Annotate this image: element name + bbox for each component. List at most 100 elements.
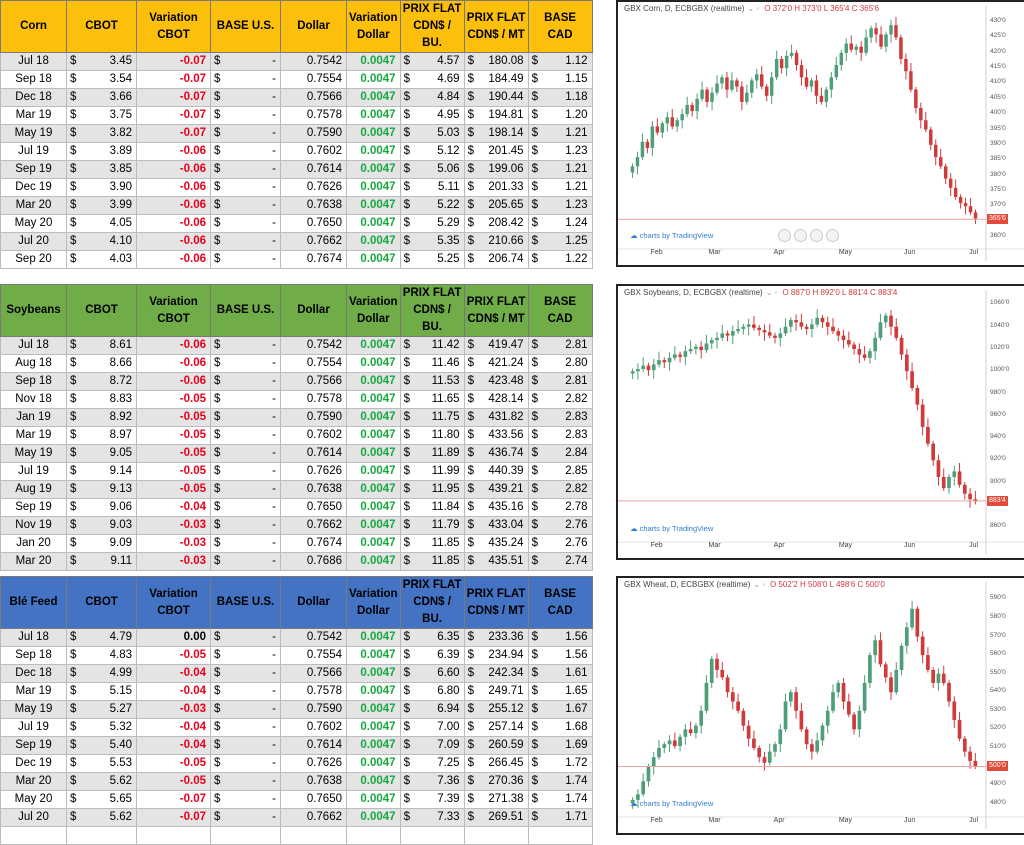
prix-flat-mt: 233.36 bbox=[482, 628, 529, 647]
price-tick-label: 530'0 bbox=[990, 705, 1006, 713]
base-cad-currency: $ bbox=[527, 232, 547, 251]
prix-flat-mt: 201.33 bbox=[482, 178, 529, 197]
cbot-currency: $ bbox=[66, 250, 85, 269]
base-cad-currency bbox=[527, 826, 547, 845]
price-tick-label: 1000'0 bbox=[990, 366, 1010, 374]
base-us-currency: $ bbox=[210, 552, 229, 571]
chart-menu-icon[interactable]: ⌄ ◦ bbox=[753, 580, 766, 589]
base-us-value: - bbox=[228, 480, 281, 499]
prix-flat-mt: 440.39 bbox=[482, 462, 529, 481]
prix-bu-currency: $ bbox=[399, 354, 419, 373]
base-cad-currency: $ bbox=[527, 516, 547, 535]
zoom-out-button[interactable] bbox=[778, 229, 791, 242]
prix-flat-mt: 266.45 bbox=[482, 754, 529, 773]
chart-menu-icon[interactable]: ⌄ ◦ bbox=[747, 4, 760, 13]
base-cad: 2.83 bbox=[546, 426, 593, 445]
prix-flat-bu: 4.57 bbox=[418, 52, 465, 71]
cbot-currency: $ bbox=[66, 498, 85, 517]
variation-dollar: 0.0047 bbox=[346, 142, 401, 161]
cbot-price bbox=[84, 826, 137, 845]
variation-dollar: 0.0047 bbox=[346, 124, 401, 143]
base-us-value: - bbox=[228, 718, 281, 737]
prix-bu-currency: $ bbox=[399, 498, 419, 517]
prix-mt-currency: $ bbox=[463, 754, 483, 773]
soybeans-price-chart[interactable]: GBX Soybeans, D, ECBGBX (realtime) ⌄ ◦ O 8… bbox=[616, 284, 1024, 560]
prix-bu-currency: $ bbox=[399, 772, 419, 791]
dollar-rate: 0.7578 bbox=[280, 390, 347, 409]
dollar-header: Dollar bbox=[280, 576, 347, 629]
candle bbox=[788, 689, 793, 707]
base-cad: 2.81 bbox=[546, 336, 593, 355]
base-cad: 1.71 bbox=[546, 808, 593, 827]
last-price-tag: 500'0 bbox=[987, 761, 1008, 772]
candle bbox=[760, 66, 764, 90]
candle bbox=[645, 139, 650, 154]
candle bbox=[862, 346, 867, 361]
prix-flat-bu: 11.79 bbox=[418, 516, 465, 535]
table-row: Dec 18 $3.66 -0.07 $ -0.7566 0.0047 $4.84 $190.… bbox=[0, 88, 593, 107]
candle bbox=[878, 313, 883, 341]
reset-button[interactable] bbox=[810, 229, 823, 242]
contract-month: Jul 18 bbox=[0, 336, 67, 355]
table-row: Jan 20 $9.09 -0.03 $ -0.7674 0.0047 $11.85 $435… bbox=[0, 534, 593, 553]
prix-flat-mt: 435.24 bbox=[482, 534, 529, 553]
prix-bu-currency: $ bbox=[399, 178, 419, 197]
wheat-price-chart[interactable]: GBX Wheat, D, ECBGBX (realtime) ⌄ ◦ O 502'… bbox=[616, 576, 1024, 835]
prix-flat-mt: 433.04 bbox=[482, 516, 529, 535]
prix-flat-bu: 5.06 bbox=[418, 160, 465, 179]
candle bbox=[750, 77, 754, 99]
price-tick-label: 490'0 bbox=[990, 780, 1006, 788]
zoom-in-button[interactable] bbox=[794, 229, 807, 242]
candle bbox=[665, 111, 670, 132]
time-tick-label: Jul bbox=[969, 817, 979, 824]
candle bbox=[904, 348, 909, 380]
chart-title: GBX Corn, D, ECBGBX (realtime) ⌄ ◦ O 372'0… bbox=[624, 4, 879, 13]
base-cad-currency: $ bbox=[527, 336, 547, 355]
variation-cbot: -0.04 bbox=[136, 682, 211, 701]
cbot-price: 4.99 bbox=[84, 664, 137, 683]
candle bbox=[804, 69, 809, 90]
candle bbox=[730, 72, 734, 93]
prix-mt-currency: $ bbox=[463, 160, 483, 179]
prix-bu-currency: $ bbox=[399, 214, 419, 233]
prix-mt-currency: $ bbox=[463, 196, 483, 215]
chart-menu-icon[interactable]: ⌄ ◦ bbox=[765, 288, 778, 297]
candle bbox=[694, 722, 698, 739]
time-tick-label: Jul bbox=[969, 542, 979, 549]
prix-flat-bu: 5.12 bbox=[418, 142, 465, 161]
base-us-value: - bbox=[228, 142, 281, 161]
table-row: Mar 19 $5.15 -0.04 $ -0.7578 0.0047 $6.80 $249.… bbox=[0, 682, 593, 701]
prix-flat-bu: 11.99 bbox=[418, 462, 465, 481]
variation-cbot: -0.07 bbox=[136, 70, 211, 89]
base-us-value: - bbox=[228, 178, 281, 197]
candle bbox=[883, 312, 888, 328]
chart-ohlc-readout: O 372'0 H 373'0 L 365'4 C 365'6 bbox=[764, 4, 880, 13]
table-row: May 20 $4.05 -0.06 $ -0.7650 0.0047 $5.29 $208.… bbox=[0, 214, 593, 233]
dollar-rate bbox=[280, 826, 347, 845]
tradingview-logo[interactable]: ☁ charts by TradingView bbox=[630, 799, 713, 808]
candle bbox=[819, 87, 824, 105]
variation-dollar: 0.0047 bbox=[346, 196, 401, 215]
candle bbox=[678, 351, 682, 363]
base-cad: 2.76 bbox=[546, 534, 593, 553]
time-tick-label: Jun bbox=[903, 542, 916, 549]
prix-flat-mt: 184.49 bbox=[482, 70, 529, 89]
candle bbox=[699, 341, 704, 359]
price-tick-label: 520'0 bbox=[990, 724, 1006, 732]
prix-bu-currency: $ bbox=[399, 808, 419, 827]
base-us-value: - bbox=[228, 498, 281, 517]
candle bbox=[804, 726, 809, 750]
base-cad: 2.81 bbox=[546, 372, 593, 391]
cbot-currency: $ bbox=[66, 628, 85, 647]
variation-cbot: -0.05 bbox=[136, 646, 211, 665]
corn-price-chart[interactable]: GBX Corn, D, ECBGBX (realtime) ⌄ ◦ O 372'0… bbox=[616, 0, 1024, 267]
forward-button[interactable] bbox=[826, 229, 839, 242]
prix-flat-mt: 194.81 bbox=[482, 106, 529, 125]
candle bbox=[889, 309, 893, 336]
base-us-value: - bbox=[228, 250, 281, 269]
tradingview-logo[interactable]: ☁ charts by TradingView bbox=[630, 231, 713, 240]
base-us-currency: $ bbox=[210, 462, 229, 481]
prix-bu-currency: $ bbox=[399, 88, 419, 107]
candle bbox=[920, 398, 925, 436]
tradingview-logo[interactable]: ☁ charts by TradingView bbox=[630, 524, 713, 533]
